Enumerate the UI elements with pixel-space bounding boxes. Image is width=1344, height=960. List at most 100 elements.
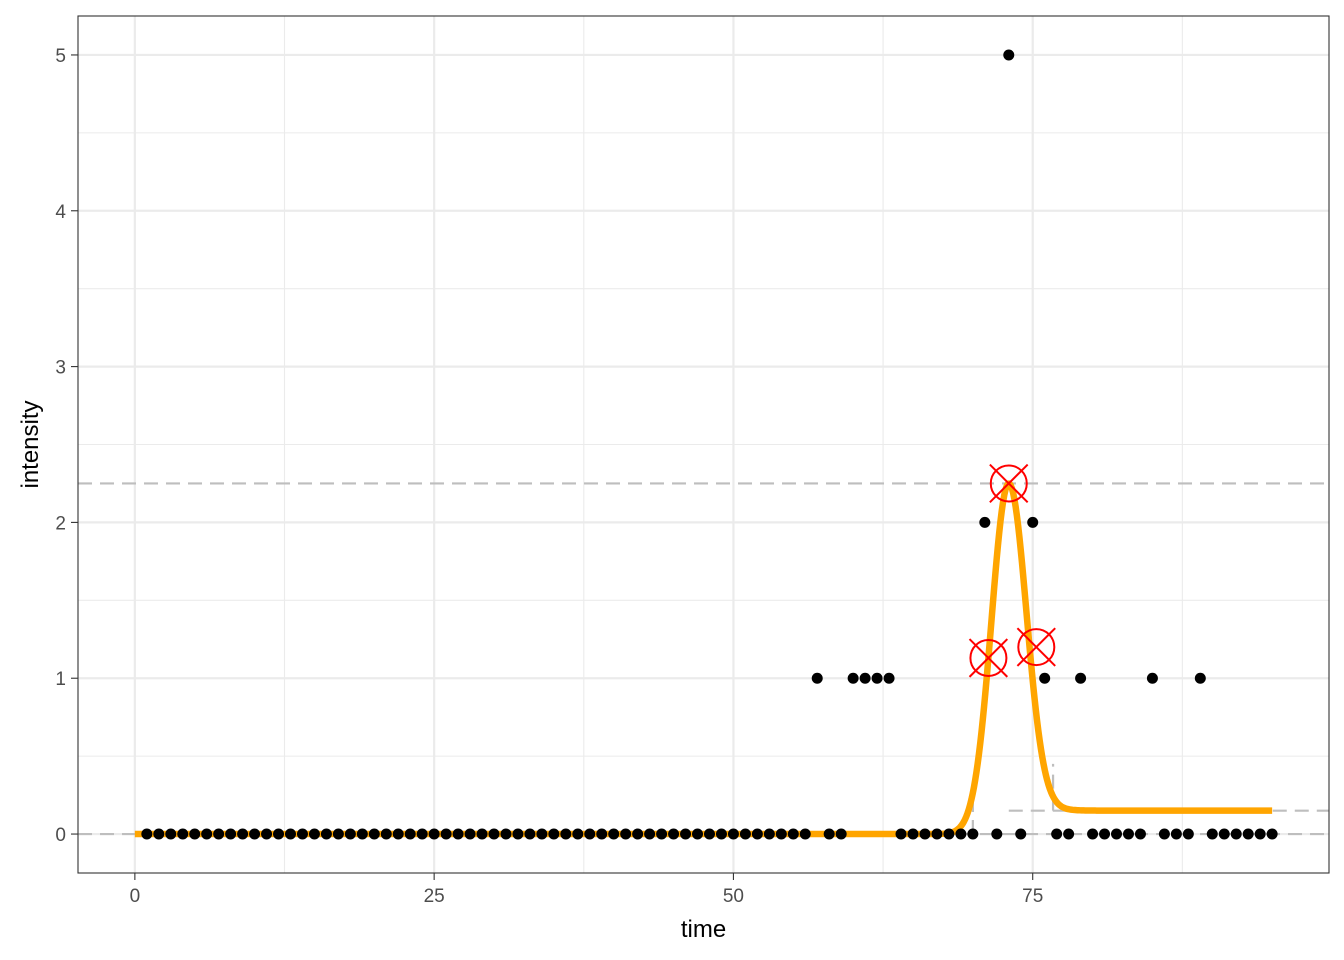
data-point — [1063, 828, 1075, 840]
data-point — [763, 828, 775, 840]
data-point — [644, 828, 656, 840]
data-point — [632, 828, 644, 840]
y-tick-label: 2 — [55, 513, 66, 534]
x-axis-title: time — [681, 916, 726, 943]
x-tick-label: 75 — [1022, 886, 1043, 907]
data-point — [680, 828, 692, 840]
data-point — [284, 828, 296, 840]
data-point — [536, 828, 548, 840]
data-point — [1051, 828, 1063, 840]
data-point — [273, 828, 285, 840]
data-point — [919, 828, 931, 840]
data-point — [1266, 828, 1278, 840]
data-point — [416, 828, 428, 840]
data-point — [620, 828, 632, 840]
data-point — [452, 828, 464, 840]
data-point — [715, 828, 727, 840]
data-point — [967, 828, 979, 840]
data-point — [548, 828, 560, 840]
data-point — [656, 828, 668, 840]
data-point — [979, 516, 991, 528]
data-point — [261, 828, 273, 840]
peak-marker-circle — [969, 638, 1008, 677]
data-point — [1170, 828, 1182, 840]
data-point — [1099, 828, 1111, 840]
data-point — [440, 828, 452, 840]
peak-markers — [968, 463, 1056, 678]
data-point — [153, 828, 165, 840]
data-point — [1039, 672, 1051, 684]
data-point — [512, 828, 524, 840]
y-tick-label: 3 — [55, 358, 66, 379]
data-point — [727, 828, 739, 840]
data-point — [1218, 828, 1230, 840]
data-point — [500, 828, 512, 840]
data-point — [1087, 828, 1099, 840]
data-point — [488, 828, 500, 840]
data-point — [775, 828, 787, 840]
data-point — [955, 828, 967, 840]
data-point — [596, 828, 608, 840]
x-tick-label: 0 — [130, 886, 141, 907]
data-point — [1254, 828, 1266, 840]
y-tick-label: 0 — [55, 825, 66, 846]
data-point — [344, 828, 356, 840]
data-point — [1242, 828, 1254, 840]
data-point — [141, 828, 153, 840]
data-point — [871, 672, 883, 684]
y-axis-title: intensity — [17, 400, 44, 488]
data-point — [237, 828, 249, 840]
data-point — [165, 828, 177, 840]
data-point — [1122, 828, 1134, 840]
data-point — [1158, 828, 1170, 840]
data-point — [476, 828, 488, 840]
data-point — [1075, 672, 1087, 684]
x-tick-label: 50 — [723, 886, 744, 907]
peak-marker-cross — [1016, 627, 1056, 667]
data-point — [584, 828, 596, 840]
data-point — [751, 828, 763, 840]
data-point — [1015, 828, 1027, 840]
peak-marker-circle — [989, 464, 1028, 503]
data-point — [931, 828, 943, 840]
data-point — [847, 672, 859, 684]
axis-ticks: 0 25 50 75 0 1 2 3 4 5 — [55, 46, 1043, 907]
peak-marker-cross — [989, 463, 1029, 504]
data-point — [895, 828, 907, 840]
x-tick-label: 25 — [424, 886, 445, 907]
data-point — [1182, 828, 1194, 840]
data-points — [141, 49, 1278, 840]
y-tick-label: 4 — [55, 202, 66, 223]
data-point — [799, 828, 811, 840]
y-tick-label: 5 — [55, 46, 66, 67]
peak-marker-circle — [1017, 628, 1056, 667]
y-tick-label: 1 — [55, 669, 66, 690]
data-point — [368, 828, 380, 840]
data-point — [249, 828, 261, 840]
data-point — [189, 828, 201, 840]
data-point — [177, 828, 189, 840]
data-point — [572, 828, 584, 840]
data-point — [811, 672, 823, 684]
data-point — [739, 828, 751, 840]
data-point — [907, 828, 919, 840]
data-point — [883, 672, 895, 684]
data-point — [608, 828, 620, 840]
data-point — [524, 828, 536, 840]
data-point — [692, 828, 704, 840]
peak-marker-cross — [968, 638, 1009, 678]
data-point — [380, 828, 392, 840]
data-point — [560, 828, 572, 840]
data-point — [1003, 49, 1015, 61]
data-point — [332, 828, 344, 840]
data-point — [392, 828, 404, 840]
data-point — [835, 828, 847, 840]
data-point — [356, 828, 368, 840]
data-point — [991, 828, 1003, 840]
data-point — [1134, 828, 1146, 840]
data-point — [213, 828, 225, 840]
peak-marker — [968, 638, 1009, 678]
data-point — [1194, 672, 1206, 684]
data-point — [201, 828, 213, 840]
